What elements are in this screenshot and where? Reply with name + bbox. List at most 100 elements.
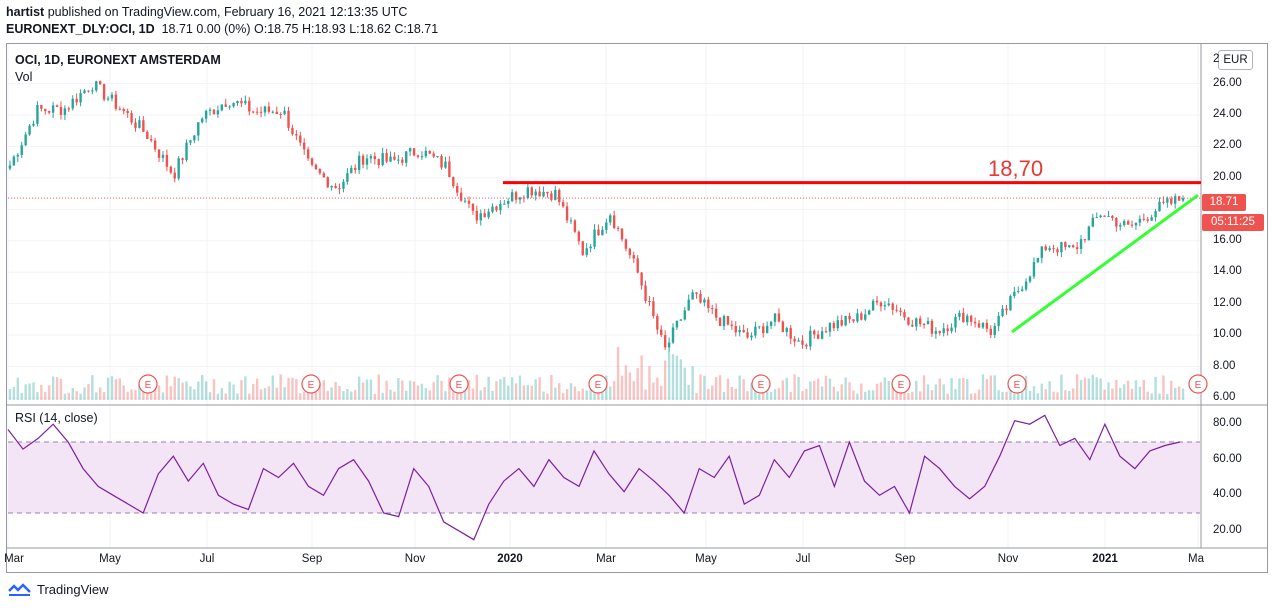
candle-body (503, 203, 506, 205)
candle-body (63, 108, 67, 115)
volume-bar (193, 389, 196, 400)
volume-bar (365, 379, 369, 400)
volume-bar (216, 393, 220, 400)
symbol-info: EURONEXT_DLY:OCI, 1D 18.71 0.00 (0%) O:1… (6, 22, 438, 36)
candle-body (730, 324, 734, 326)
volume-bar (12, 386, 16, 400)
candle-body (762, 326, 765, 334)
candle-body (1150, 217, 1153, 221)
time-axis-label: May (695, 553, 717, 565)
candle-body (605, 222, 608, 230)
volume-bar (746, 391, 749, 400)
volume-bar (483, 387, 486, 400)
volume-bar (942, 384, 945, 400)
volume-bar (255, 378, 259, 400)
candle-body (346, 173, 349, 182)
volume-bar (287, 377, 290, 400)
candle-body (440, 156, 443, 168)
earnings-marker-label: E (595, 380, 602, 391)
volume-bar (718, 375, 722, 400)
candle-body (565, 206, 569, 221)
candle-body (91, 90, 94, 92)
candle-body (118, 108, 122, 110)
candle-body (844, 315, 847, 326)
candle-body (538, 191, 541, 197)
volume-bar (252, 383, 255, 400)
volume-bar (860, 383, 863, 400)
volume-bar (157, 385, 161, 400)
volume-bar (801, 391, 804, 400)
candle-body (1009, 296, 1012, 311)
candle-body (1032, 262, 1036, 277)
volume-bar (1052, 391, 1055, 400)
candle-body (444, 161, 447, 168)
candle-body (926, 320, 930, 325)
candle-body (648, 301, 651, 303)
time-axis-label: Nov (404, 553, 426, 565)
candle-body (408, 148, 412, 152)
candle-body (930, 320, 934, 334)
candle-body (306, 149, 310, 159)
candle-body (699, 293, 702, 303)
earnings-marker-icon (1007, 374, 1027, 394)
volume-bar (138, 384, 141, 400)
volume-bar (208, 392, 212, 400)
volume-bar (1099, 378, 1102, 400)
volume-bar (75, 391, 78, 400)
time-axis-label: May (99, 553, 121, 565)
candle-body (707, 299, 710, 309)
volume-bar (1091, 374, 1095, 400)
volume-bar (620, 375, 624, 400)
time-axis-label: 2021 (1092, 553, 1118, 565)
candle-body (652, 301, 655, 316)
candle-body (612, 215, 616, 228)
candle-body (424, 150, 428, 157)
volume-bar (966, 379, 969, 400)
volume-bar (240, 380, 243, 400)
volume-bar (616, 346, 620, 400)
volume-bar (102, 391, 106, 400)
volume-bar (503, 376, 506, 400)
volume-bar (1177, 386, 1181, 400)
candle-body (942, 328, 945, 334)
candle-body (530, 187, 533, 196)
candle-body (585, 248, 588, 255)
candle-body (1017, 290, 1020, 292)
volume-bar (840, 384, 843, 400)
candle-body (879, 302, 883, 307)
candle-body (28, 125, 31, 135)
currency-button[interactable]: EUR (1218, 50, 1253, 70)
candle-body (1036, 257, 1040, 263)
volume-bar (1075, 374, 1079, 400)
volume-bar (126, 391, 129, 400)
candle-body (8, 165, 12, 169)
candle-body (675, 320, 679, 328)
volume-bar (542, 391, 545, 400)
volume-bar (8, 389, 12, 400)
candle-body (240, 101, 243, 104)
volume-bar (389, 389, 392, 400)
volume-bar (734, 388, 737, 400)
volume-bar (98, 387, 102, 400)
time-axis-label: Jul (795, 553, 811, 565)
volume-bar (875, 383, 879, 400)
volume-bar (824, 375, 828, 400)
candle-body (373, 156, 377, 160)
candle-body (208, 109, 212, 111)
candle-body (816, 334, 820, 339)
volume-bar (695, 393, 698, 400)
candle-body (369, 156, 373, 159)
volume-bar (1154, 376, 1157, 400)
candle-body (244, 100, 247, 104)
brand-footer[interactable]: TradingView (8, 582, 109, 597)
candle-body (1130, 224, 1134, 226)
chart-frame[interactable] (6, 43, 1268, 573)
volume-bar (781, 380, 785, 400)
chart-legend-title: OCI, 1D, EURONEXT AMSTERDAM (15, 53, 221, 67)
volume-bar (1060, 374, 1063, 400)
candle-body (514, 192, 518, 200)
volume-bar (491, 390, 494, 400)
candle-body (232, 103, 235, 107)
candle-body (507, 201, 510, 204)
